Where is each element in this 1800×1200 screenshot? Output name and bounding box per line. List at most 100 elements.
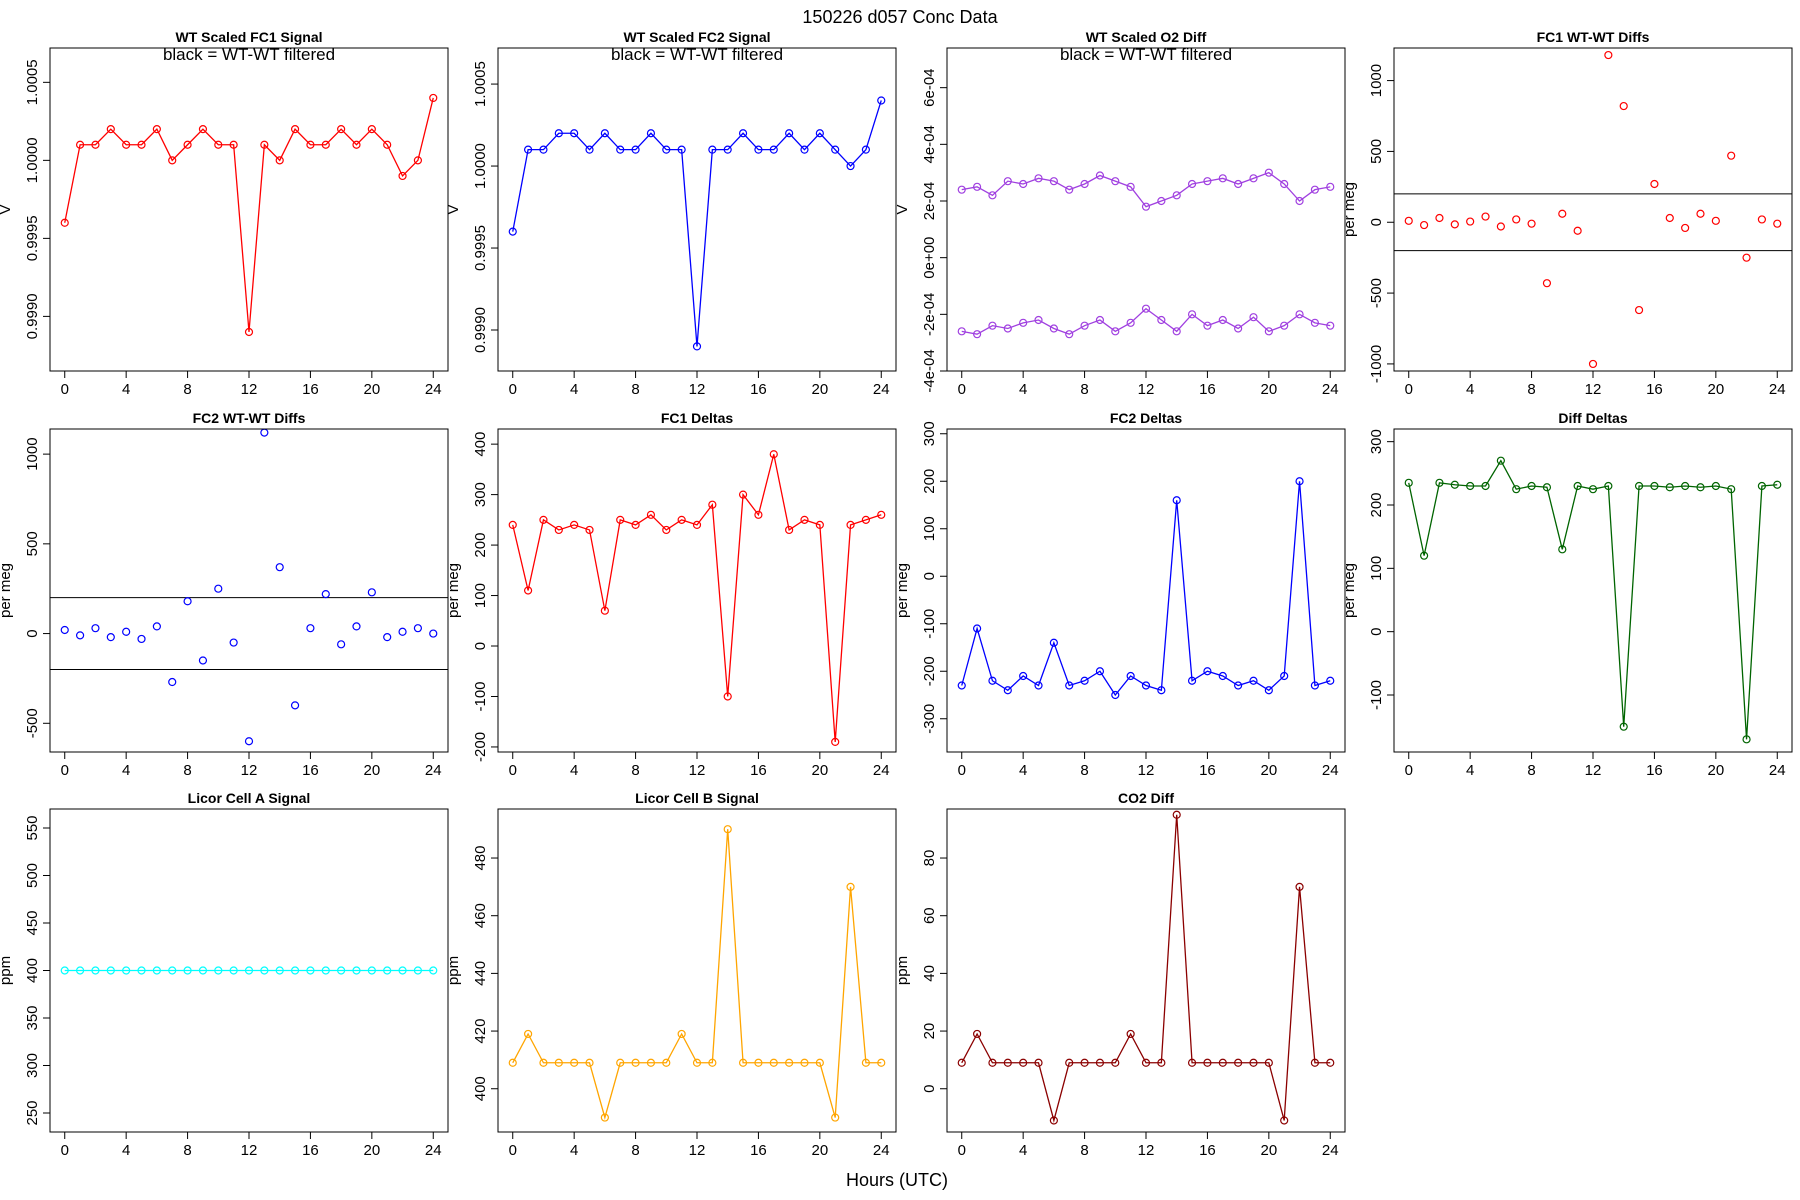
y-tick-label: 80 — [921, 850, 938, 867]
x-tick-label: 12 — [1138, 1142, 1155, 1159]
panel-title: FC1 Deltas — [661, 410, 734, 426]
x-tick-label: 0 — [509, 762, 517, 779]
y-tick-label: 0 — [24, 629, 41, 637]
data-point — [1757, 215, 1767, 224]
y-tick-label: 0 — [1368, 218, 1385, 226]
data-point — [988, 321, 997, 330]
data-point — [1264, 168, 1273, 177]
data-point — [413, 624, 423, 633]
data-point — [321, 140, 330, 149]
data-point — [1435, 213, 1444, 223]
data-point — [1203, 321, 1212, 330]
x-tick-label: 12 — [689, 762, 706, 779]
data-point — [1742, 253, 1751, 262]
data-point — [1003, 686, 1012, 695]
data-point — [1404, 478, 1413, 487]
x-tick-label: 4 — [122, 762, 130, 779]
data-point — [1203, 1058, 1212, 1067]
panel: Licor Cell A Signal ppm 0 4 8 12 16 20 24 250 300 3… — [0, 790, 449, 1159]
data-point — [1404, 216, 1413, 225]
data-point — [877, 1058, 886, 1067]
figure-title: 150226 d057 Conc Data — [802, 7, 998, 27]
data-point — [275, 156, 284, 165]
data-point — [383, 140, 392, 149]
data-point — [260, 966, 269, 975]
data-point — [1049, 1116, 1058, 1125]
data-point — [539, 145, 548, 154]
data-point — [137, 140, 146, 149]
data-point — [815, 1058, 824, 1067]
data-point — [321, 589, 330, 599]
data-point — [1295, 196, 1304, 206]
data-point — [785, 129, 794, 138]
data-point — [1126, 1029, 1135, 1039]
data-point — [846, 520, 855, 529]
data-point — [800, 515, 809, 524]
data-point — [754, 145, 763, 154]
x-tick-label: 16 — [750, 762, 767, 779]
data-point — [972, 182, 982, 191]
x-tick-label: 4 — [1019, 762, 1027, 779]
x-tick-label: 16 — [1199, 381, 1216, 398]
x-tick-label: 0 — [958, 762, 966, 779]
data-point — [1573, 481, 1582, 491]
x-tick-label: 8 — [183, 762, 191, 779]
data-point — [1126, 318, 1135, 327]
y-tick-label: 300 — [921, 421, 938, 446]
data-point — [508, 520, 517, 529]
data-point — [539, 515, 548, 524]
data-point — [1696, 483, 1705, 492]
data-point — [367, 966, 376, 975]
data-point — [1481, 212, 1490, 221]
x-tick-label: 20 — [811, 762, 828, 779]
x-tick-label: 4 — [570, 1142, 578, 1159]
y-tick-label: 420 — [472, 1019, 489, 1044]
data-point — [554, 129, 563, 138]
y-tick-label: 0.9990 — [472, 307, 489, 353]
data-point — [1681, 481, 1690, 491]
plot-area — [957, 810, 1335, 1125]
series-line — [1408, 459, 1778, 740]
data-point — [75, 966, 85, 975]
data-point — [1419, 551, 1429, 560]
x-tick-label: 4 — [570, 381, 578, 398]
data-point — [122, 140, 131, 149]
data-point — [1665, 483, 1674, 492]
data-point — [1095, 315, 1105, 325]
data-point — [800, 145, 809, 154]
data-point — [508, 1058, 517, 1067]
series-line — [64, 97, 434, 333]
data-point — [1711, 481, 1720, 491]
data-point — [861, 1058, 871, 1067]
data-point — [1218, 174, 1227, 183]
data-point — [290, 966, 300, 975]
data-point — [198, 966, 208, 975]
y-tick-label: -500 — [1368, 278, 1385, 308]
plot-frame — [946, 808, 1346, 1133]
data-point — [600, 606, 609, 615]
data-point — [1280, 671, 1289, 681]
plot-area — [957, 168, 1335, 339]
series-line — [512, 454, 882, 742]
data-point — [1650, 481, 1659, 491]
data-point — [769, 145, 778, 154]
panel-title: FC2 WT-WT Diffs — [193, 410, 306, 426]
data-point — [1326, 1058, 1335, 1067]
data-point — [1711, 216, 1720, 225]
y-tick-label: 250 — [24, 1100, 41, 1125]
data-point — [957, 327, 966, 336]
data-point — [1527, 481, 1536, 491]
data-point — [383, 633, 392, 642]
x-tick-label: 16 — [1646, 762, 1663, 779]
data-point — [106, 125, 115, 134]
data-point — [398, 627, 407, 636]
data-point — [708, 145, 717, 154]
y-tick-label: 300 — [24, 1053, 41, 1078]
data-point — [1280, 179, 1289, 189]
data-point — [1003, 1058, 1012, 1067]
data-point — [677, 145, 686, 154]
data-point — [1249, 174, 1258, 183]
x-tick-label: 24 — [425, 762, 442, 779]
data-point — [1326, 182, 1335, 191]
